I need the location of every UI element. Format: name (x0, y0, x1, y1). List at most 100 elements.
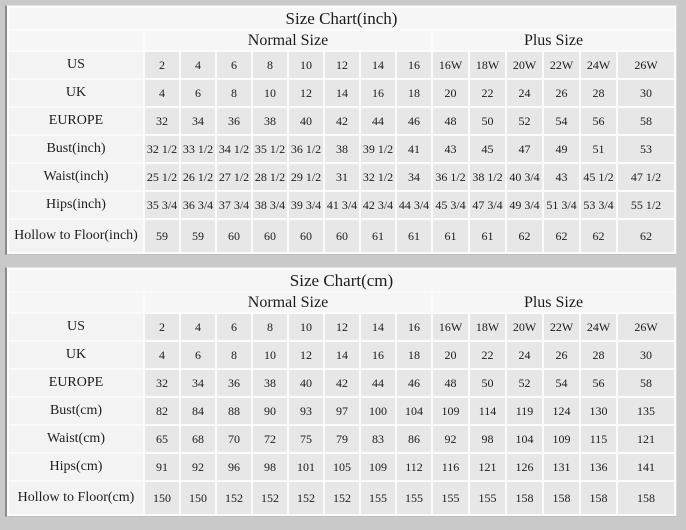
size-value-cell: 4 (145, 342, 179, 368)
table-row: Hollow to Floor(inch) 59 59 60 60 60 60 61 61 61 6… (9, 220, 674, 252)
size-value-cell: 58 (618, 370, 674, 396)
size-value-cell: 56 (581, 370, 616, 396)
size-value-cell: 60 (253, 220, 287, 252)
size-value-cell: 158 (507, 482, 542, 514)
size-value-cell: 101 (289, 454, 323, 480)
size-value-cell: 41 (397, 136, 431, 162)
size-value-cell: 8 (253, 52, 287, 78)
table-row: Waist(inch) 25 1/2 26 1/2 27 1/2 28 1/2 29 1/… (9, 164, 674, 190)
size-value-cell: 22 (470, 80, 505, 106)
size-value-cell: 49 3/4 (507, 192, 542, 218)
size-value-cell: 24W (581, 314, 616, 340)
size-value-cell: 14 (361, 52, 395, 78)
size-value-cell: 24 (507, 80, 542, 106)
size-value-cell: 16W (433, 314, 468, 340)
table-title-row: Size Chart(inch) (9, 8, 674, 29)
size-value-cell: 36 (217, 370, 251, 396)
group-header-row: Normal Size Plus Size (9, 31, 674, 50)
size-value-cell: 18W (470, 52, 505, 78)
size-value-cell: 24W (581, 52, 616, 78)
size-value-cell: 119 (507, 398, 542, 424)
size-value-cell: 96 (217, 454, 251, 480)
size-value-cell: 8 (217, 80, 251, 106)
row-label: Bust(cm) (9, 398, 143, 424)
size-value-cell: 79 (325, 426, 359, 452)
size-value-cell: 100 (361, 398, 395, 424)
table-row: Hips(inch) 35 3/4 36 3/4 37 3/4 38 3/4 39 3/4… (9, 192, 674, 218)
table-gap (5, 255, 686, 267)
size-value-cell: 130 (581, 398, 616, 424)
size-value-cell: 10 (289, 314, 323, 340)
size-value-cell: 18W (470, 314, 505, 340)
size-value-cell: 27 1/2 (217, 164, 251, 190)
size-value-cell: 32 (145, 370, 179, 396)
size-value-cell: 4 (145, 80, 179, 106)
size-value-cell: 38 1/2 (470, 164, 505, 190)
size-value-cell: 46 (397, 370, 431, 396)
size-value-cell: 6 (181, 80, 215, 106)
size-value-cell: 104 (507, 426, 542, 452)
size-value-cell: 36 (217, 108, 251, 134)
row-label: UK (9, 80, 143, 106)
size-value-cell: 115 (581, 426, 616, 452)
size-value-cell: 20 (433, 80, 468, 106)
size-chart-inch-body: Size Chart(inch) Normal Size Plus Size US 2 4… (9, 8, 674, 252)
size-value-cell: 68 (181, 426, 215, 452)
size-value-cell: 56 (581, 108, 616, 134)
size-value-cell: 12 (325, 52, 359, 78)
size-value-cell: 62 (581, 220, 616, 252)
size-value-cell: 104 (397, 398, 431, 424)
size-value-cell: 121 (470, 454, 505, 480)
size-value-cell: 10 (253, 80, 287, 106)
size-value-cell: 92 (433, 426, 468, 452)
normal-size-header: Normal Size (145, 293, 431, 312)
size-value-cell: 35 1/2 (253, 136, 287, 162)
table-row: EUROPE 32 34 36 38 40 42 44 46 48 50 52 54 56 58 (9, 108, 674, 134)
size-value-cell: 141 (618, 454, 674, 480)
size-value-cell: 34 (397, 164, 431, 190)
table-row: UK 4 6 8 10 12 14 16 18 20 22 24 26 28 30 (9, 342, 674, 368)
row-label: EUROPE (9, 370, 143, 396)
size-value-cell: 31 (325, 164, 359, 190)
size-value-cell: 155 (397, 482, 431, 514)
size-value-cell: 53 (618, 136, 674, 162)
size-value-cell: 88 (217, 398, 251, 424)
table-row: Bust(cm) 82 84 88 90 93 97 100 104 109 114 119 124 13… (9, 398, 674, 424)
size-value-cell: 32 1/2 (145, 136, 179, 162)
size-value-cell: 105 (325, 454, 359, 480)
row-label: Hips(inch) (9, 192, 143, 218)
size-chart-cm-body: Size Chart(cm) Normal Size Plus Size US 2 4 6 8… (9, 270, 674, 514)
size-value-cell: 10 (289, 52, 323, 78)
size-value-cell: 14 (361, 314, 395, 340)
size-value-cell: 14 (325, 342, 359, 368)
size-value-cell: 12 (325, 314, 359, 340)
size-value-cell: 61 (433, 220, 468, 252)
plus-size-header: Plus Size (433, 31, 674, 50)
size-value-cell: 52 (507, 108, 542, 134)
size-value-cell: 47 (507, 136, 542, 162)
normal-size-header: Normal Size (145, 31, 431, 50)
size-value-cell: 16 (397, 314, 431, 340)
size-value-cell: 82 (145, 398, 179, 424)
table-row: EUROPE 32 34 36 38 40 42 44 46 48 50 52 54 56 58 (9, 370, 674, 396)
size-value-cell: 36 1/2 (433, 164, 468, 190)
size-value-cell: 26 (544, 80, 579, 106)
size-value-cell: 32 (145, 108, 179, 134)
size-value-cell: 8 (253, 314, 287, 340)
size-value-cell: 60 (289, 220, 323, 252)
size-value-cell: 16 (397, 52, 431, 78)
size-value-cell: 114 (470, 398, 505, 424)
size-value-cell: 49 (544, 136, 579, 162)
size-value-cell: 20W (507, 314, 542, 340)
size-value-cell: 22W (544, 52, 579, 78)
size-value-cell: 16 (361, 80, 395, 106)
size-value-cell: 152 (325, 482, 359, 514)
size-value-cell: 131 (544, 454, 579, 480)
size-value-cell: 32 1/2 (361, 164, 395, 190)
size-value-cell: 61 (397, 220, 431, 252)
size-value-cell: 26W (618, 314, 674, 340)
size-value-cell: 109 (361, 454, 395, 480)
row-label: Hollow to Floor(inch) (9, 220, 143, 252)
row-label: Waist(cm) (9, 426, 143, 452)
size-value-cell: 60 (325, 220, 359, 252)
